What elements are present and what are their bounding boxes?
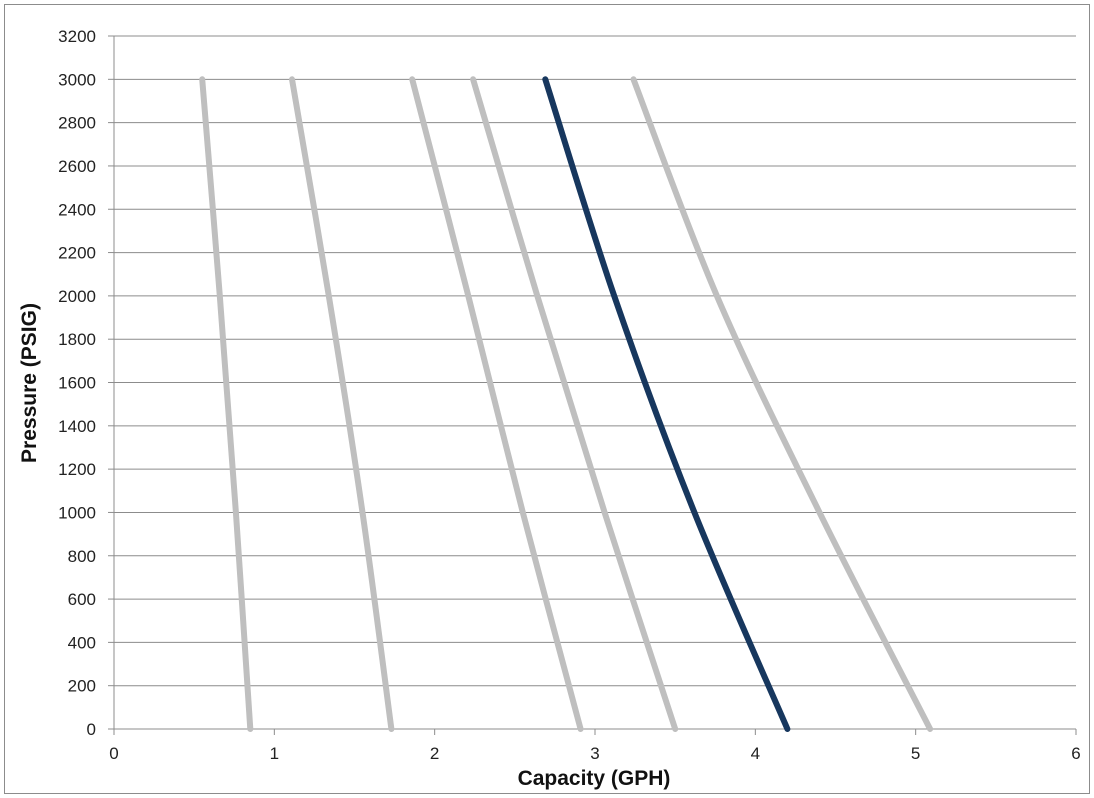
y-tick-label: 200 — [68, 677, 96, 696]
tick-labels: 0 200 400 600 800 1000 1200 1400 1600 1800 2000 220… — [58, 27, 1081, 763]
y-tick-label: 2000 — [58, 287, 96, 306]
y-axis-title: Pressure (PSIG) — [18, 303, 41, 463]
y-tick-label: 2600 — [58, 157, 96, 176]
x-tick-label: 1 — [270, 744, 279, 763]
y-tick-label: 2400 — [58, 200, 96, 219]
y-tick-label: 600 — [68, 590, 96, 609]
y-tick-label: 1600 — [58, 374, 96, 393]
gridlines — [114, 35, 1076, 687]
y-tick-label: 2200 — [58, 244, 96, 263]
y-tick-label: 3000 — [58, 70, 96, 89]
y-tick-label: 1200 — [58, 460, 96, 479]
series-line-4 — [470, 76, 679, 732]
y-tick-label: 0 — [87, 720, 96, 739]
x-tick-label: 6 — [1071, 744, 1080, 763]
x-tick-label: 0 — [109, 744, 118, 763]
series-line-6 — [630, 76, 934, 732]
series-line-2 — [289, 76, 395, 732]
axes — [108, 35, 1077, 735]
y-tick-label: 2800 — [58, 114, 96, 133]
y-tick-label: 1400 — [58, 417, 96, 436]
x-tick-label: 4 — [751, 744, 760, 763]
y-tick-label: 3200 — [58, 27, 96, 46]
x-tick-label: 5 — [911, 744, 920, 763]
y-tick-label: 800 — [68, 547, 96, 566]
x-tick-label: 3 — [590, 744, 599, 763]
chart-frame — [4, 4, 1090, 794]
series-line-1 — [199, 76, 254, 732]
x-axis-title: Capacity (GPH) — [518, 767, 671, 790]
series-line-3 — [409, 76, 584, 732]
series-lines — [199, 76, 934, 732]
x-tick-label: 2 — [430, 744, 439, 763]
y-tick-label: 1800 — [58, 330, 96, 349]
y-tick-label: 1000 — [58, 503, 96, 522]
y-tick-label: 400 — [68, 633, 96, 652]
series-line-5 — [542, 76, 791, 732]
